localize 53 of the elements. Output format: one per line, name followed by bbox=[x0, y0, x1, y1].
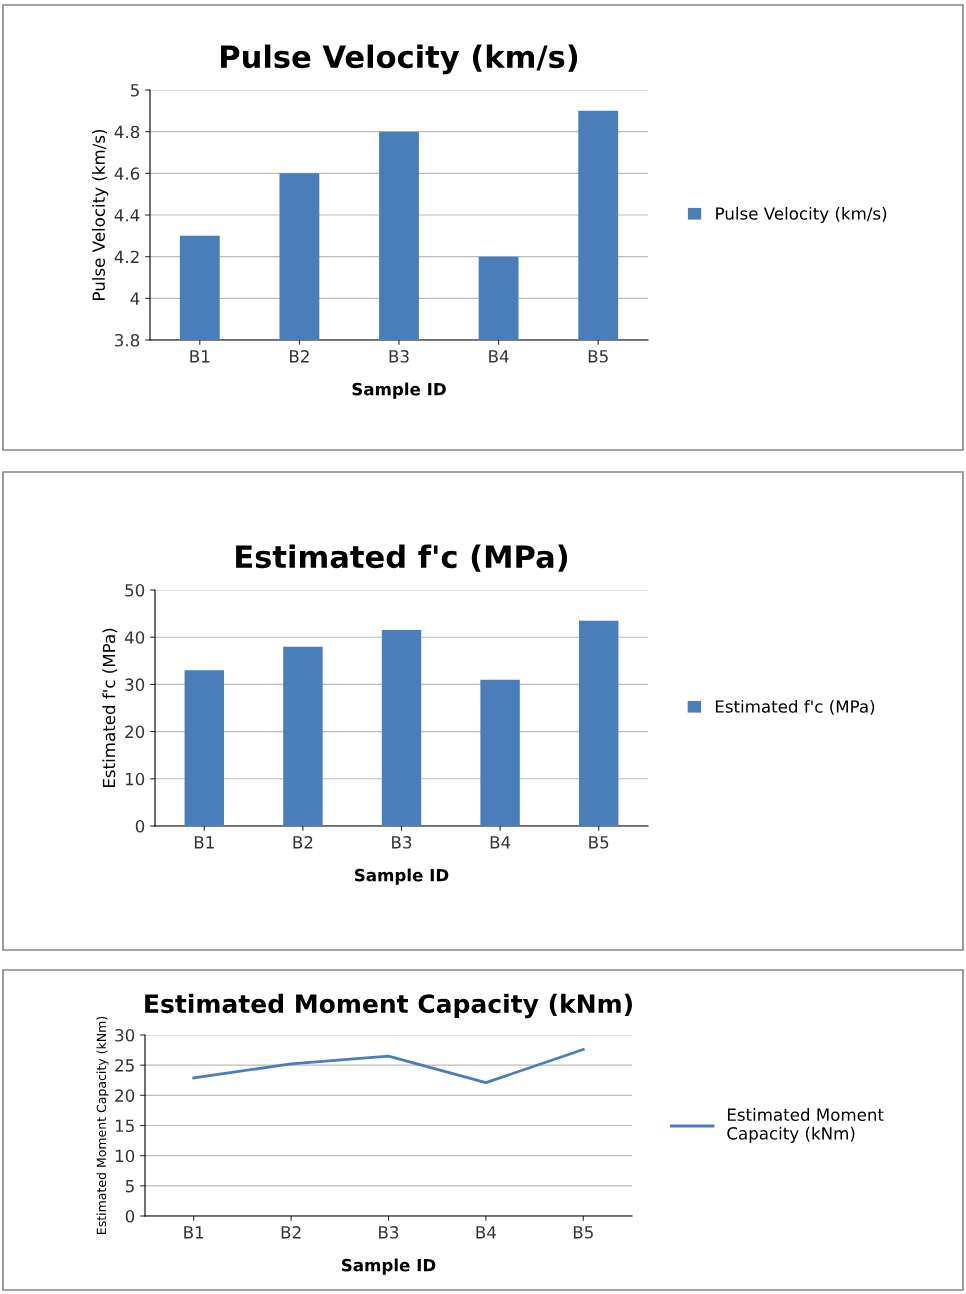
y-tick-label: 15 bbox=[115, 1119, 134, 1133]
bar bbox=[184, 670, 225, 826]
x-axis-title: Sample ID bbox=[341, 1258, 436, 1275]
y-tick-label: 4 bbox=[130, 292, 140, 305]
y-axis-title: Estimated f'c (MPa) bbox=[102, 628, 118, 788]
y-axis-title: Pulse Velocity (km/s) bbox=[92, 129, 109, 300]
chart-title: Estimated Moment Capacity (kNm) bbox=[145, 993, 632, 1019]
x-tick-label: B2 bbox=[293, 836, 313, 849]
bar bbox=[283, 646, 323, 826]
legend-label: Pulse Velocity (km/s) bbox=[716, 206, 887, 224]
y-tick-label: 4.4 bbox=[114, 209, 140, 222]
y-tick-label: 0 bbox=[125, 1209, 135, 1223]
y-tick-label: 20 bbox=[115, 1089, 135, 1102]
line-series bbox=[192, 1048, 585, 1085]
y-tick-label: 30 bbox=[125, 678, 145, 691]
x-tick-label: B1 bbox=[184, 1226, 204, 1239]
x-tick-label: B5 bbox=[588, 350, 608, 363]
x-axis-title: Sample ID bbox=[354, 868, 449, 885]
legend-label: Estimated f'c (MPa) bbox=[715, 699, 875, 715]
y-tick-label: 0 bbox=[135, 819, 145, 833]
x-tick-label: B5 bbox=[589, 836, 609, 849]
legend-label: Estimated Moment Capacity (kNm) bbox=[727, 1108, 884, 1143]
y-tick-label: 5 bbox=[125, 1180, 134, 1193]
x-tick-label: B4 bbox=[490, 836, 511, 849]
x-tick-label: B1 bbox=[194, 836, 214, 849]
x-tick-label: B3 bbox=[389, 350, 409, 363]
y-tick-label: 30 bbox=[115, 1028, 135, 1042]
x-tick-label: B5 bbox=[573, 1226, 593, 1239]
x-tick-label: B3 bbox=[392, 836, 412, 849]
y-tick-label: 20 bbox=[125, 725, 145, 739]
y-tick-label: 5 bbox=[130, 84, 139, 97]
x-tick-label: B2 bbox=[290, 350, 309, 363]
y-tick-label: 10 bbox=[125, 772, 145, 786]
bar bbox=[381, 630, 422, 826]
chart-title: Pulse Velocity (km/s) bbox=[221, 44, 578, 75]
x-tick-label: B3 bbox=[379, 1226, 399, 1239]
x-tick-label: B1 bbox=[190, 350, 210, 363]
x-tick-label: B4 bbox=[476, 1226, 496, 1239]
y-tick-label: 40 bbox=[124, 631, 145, 644]
y-tick-label: 4.8 bbox=[114, 125, 140, 139]
y-axis-title: Estimated Moment Capacity (kNm) bbox=[96, 1016, 109, 1234]
chart-title: Estimated f'c (MPa) bbox=[236, 544, 568, 572]
y-tick-label: 4.2 bbox=[114, 250, 139, 263]
bar bbox=[578, 620, 619, 826]
y-tick-label: 10 bbox=[115, 1149, 135, 1163]
y-tick-label: 3.8 bbox=[115, 333, 140, 347]
y-tick-label: 4.6 bbox=[114, 167, 140, 180]
y-tick-label: 25 bbox=[115, 1059, 134, 1072]
y-tick-label: 50 bbox=[125, 583, 145, 597]
x-axis-title: Sample ID bbox=[352, 382, 446, 399]
x-tick-label: B4 bbox=[489, 350, 509, 363]
x-tick-label: B2 bbox=[281, 1226, 301, 1239]
bar bbox=[480, 679, 520, 826]
